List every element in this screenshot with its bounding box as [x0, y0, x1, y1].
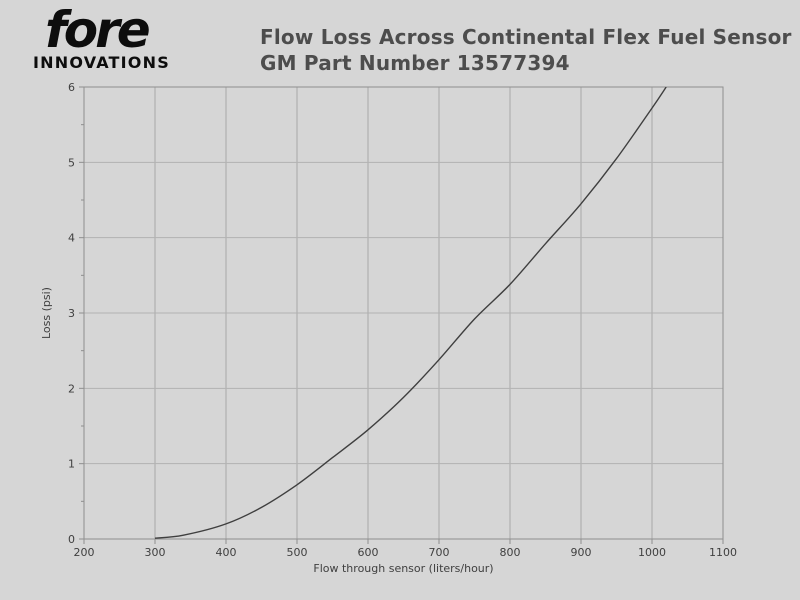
x-tick-label: 200 [74, 546, 95, 559]
x-axis-title: Flow through sensor (liters/hour) [313, 562, 493, 575]
x-tick-label: 800 [500, 546, 521, 559]
y-tick-label: 1 [68, 458, 75, 471]
y-tick-label: 4 [68, 232, 75, 245]
flow-loss-curve [154, 87, 667, 539]
fore-innovations-logo: fore INNOVATIONS [33, 1, 203, 72]
logo-subtitle-text: INNOVATIONS [33, 53, 170, 72]
y-tick-label: 3 [68, 307, 75, 320]
y-tick-label: 5 [68, 156, 75, 169]
x-tick-label: 1100 [709, 546, 737, 559]
x-tick-label: 600 [358, 546, 379, 559]
y-tick-label: 0 [68, 533, 75, 546]
chart-title-line2: GM Part Number 13577394 [260, 51, 570, 75]
x-tick-label: 500 [287, 546, 308, 559]
x-tick-label: 1000 [638, 546, 666, 559]
x-tick-label: 700 [429, 546, 450, 559]
chart-title: Flow Loss Across Continental Flex Fuel S… [260, 24, 792, 76]
x-tick-label: 900 [571, 546, 592, 559]
y-axis-title: Loss (psi) [40, 287, 53, 339]
y-tick-label: 6 [68, 81, 75, 94]
x-tick-label: 400 [216, 546, 237, 559]
logo-brand-text: fore [45, 1, 151, 59]
x-tick-label: 300 [145, 546, 166, 559]
chart-title-line1: Flow Loss Across Continental Flex Fuel S… [260, 25, 792, 49]
y-tick-label: 2 [68, 382, 75, 395]
